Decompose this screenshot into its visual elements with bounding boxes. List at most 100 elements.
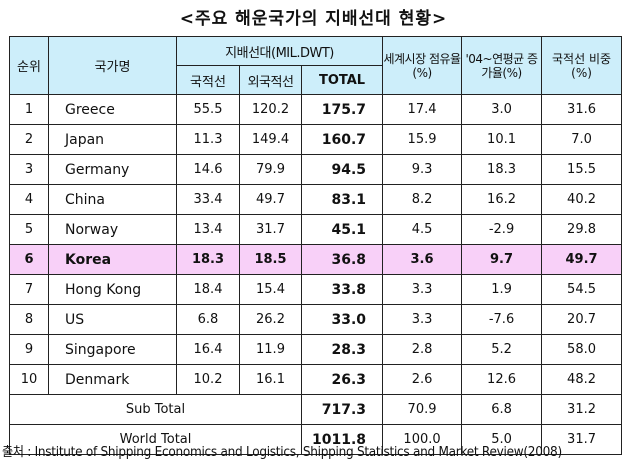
table-body: 1 Greece 55.5 120.2 175.7 17.4 3.0 31.6 2 Japan 11… (9, 94, 623, 395)
cell-total: 45.1 (300, 214, 384, 245)
sub-total-label: Sub Total (9, 394, 302, 425)
world-total-row: World Total 1011.8 100.0 5.0 31.7 (9, 424, 623, 455)
sub-total-ratio: 31.2 (541, 394, 623, 425)
sub-total-total: 717.3 (300, 394, 384, 425)
cell-rank: 5 (9, 214, 49, 245)
table-row: 6 Korea 18.3 18.5 36.8 3.6 9.7 49.7 (9, 244, 623, 275)
cell-growth: 3.0 (461, 94, 543, 125)
cell-country: Singapore (48, 334, 177, 365)
world-total-growth: 5.0 (461, 424, 543, 455)
cell-rank: 10 (9, 364, 49, 395)
cell-ratio: 40.2 (541, 184, 623, 215)
cell-rank: 6 (9, 244, 49, 275)
cell-rank: 4 (9, 184, 49, 215)
cell-ratio: 7.0 (541, 124, 623, 155)
cell-growth: 12.6 (461, 364, 543, 395)
cell-country: Greece (48, 94, 177, 125)
sub-total-row: Sub Total 717.3 70.9 6.8 31.2 (9, 394, 623, 425)
cell-share: 15.9 (382, 124, 463, 155)
cell-share: 17.4 (382, 94, 463, 125)
cell-domestic: 55.5 (176, 94, 240, 125)
cell-ratio: 15.5 (541, 154, 623, 185)
header-rank: 순위 (9, 36, 49, 95)
cell-country: China (48, 184, 177, 215)
cell-total: 83.1 (300, 184, 384, 215)
cell-total: 33.0 (300, 304, 384, 335)
cell-ratio: 54.5 (541, 274, 623, 305)
cell-country: Denmark (48, 364, 177, 395)
cell-total: 160.7 (300, 124, 384, 155)
cell-growth: 16.2 (461, 184, 543, 215)
cell-domestic: 6.8 (176, 304, 240, 335)
cell-foreign: 79.9 (239, 154, 302, 185)
cell-ratio: 29.8 (541, 214, 623, 245)
cell-domestic: 10.2 (176, 364, 240, 395)
table-row: 3 Germany 14.6 79.9 94.5 9.3 18.3 15.5 (9, 154, 623, 185)
table-row: 2 Japan 11.3 149.4 160.7 15.9 10.1 7.0 (9, 124, 623, 155)
world-total-share: 100.0 (382, 424, 463, 455)
cell-domestic: 33.4 (176, 184, 240, 215)
cell-growth: 10.1 (461, 124, 543, 155)
cell-share: 3.6 (382, 244, 463, 275)
cell-domestic: 13.4 (176, 214, 240, 245)
cell-share: 2.6 (382, 364, 463, 395)
table-row: 4 China 33.4 49.7 83.1 8.2 16.2 40.2 (9, 184, 623, 215)
cell-rank: 8 (9, 304, 49, 335)
cell-foreign: 18.5 (239, 244, 302, 275)
cell-country: Korea (48, 244, 177, 275)
table-row: 1 Greece 55.5 120.2 175.7 17.4 3.0 31.6 (9, 94, 623, 125)
cell-total: 26.3 (300, 364, 384, 395)
cell-ratio: 20.7 (541, 304, 623, 335)
cell-total: 94.5 (300, 154, 384, 185)
cell-rank: 1 (9, 94, 49, 125)
cell-rank: 9 (9, 334, 49, 365)
cell-domestic: 11.3 (176, 124, 240, 155)
cell-growth: 18.3 (461, 154, 543, 185)
header-total: TOTAL (300, 65, 384, 95)
cell-growth: 9.7 (461, 244, 543, 275)
cell-foreign: 26.2 (239, 304, 302, 335)
cell-country: Hong Kong (48, 274, 177, 305)
cell-country: Germany (48, 154, 177, 185)
cell-foreign: 15.4 (239, 274, 302, 305)
table-row: 9 Singapore 16.4 11.9 28.3 2.8 5.2 58.0 (9, 334, 623, 365)
cell-domestic: 18.4 (176, 274, 240, 305)
cell-ratio: 49.7 (541, 244, 623, 275)
cell-rank: 2 (9, 124, 49, 155)
fleet-table: 순위 국가명 지배선대(MIL.DWT) 세계시장 점유율(%) '04~연평균… (9, 36, 623, 455)
table-row: 5 Norway 13.4 31.7 45.1 4.5 -2.9 29.8 (9, 214, 623, 245)
table-row: 10 Denmark 10.2 16.1 26.3 2.6 12.6 48.2 (9, 364, 623, 395)
cell-total: 33.8 (300, 274, 384, 305)
cell-share: 8.2 (382, 184, 463, 215)
cell-growth: 5.2 (461, 334, 543, 365)
cell-rank: 3 (9, 154, 49, 185)
cell-share: 4.5 (382, 214, 463, 245)
cell-foreign: 31.7 (239, 214, 302, 245)
header-growth: '04~연평균 증가율(%) (461, 36, 543, 95)
cell-country: Japan (48, 124, 177, 155)
cell-share: 9.3 (382, 154, 463, 185)
cell-ratio: 48.2 (541, 364, 623, 395)
cell-foreign: 149.4 (239, 124, 302, 155)
cell-total: 36.8 (300, 244, 384, 275)
cell-share: 2.8 (382, 334, 463, 365)
cell-total: 175.7 (300, 94, 384, 125)
cell-country: US (48, 304, 177, 335)
cell-total: 28.3 (300, 334, 384, 365)
header-domestic: 국적선 (176, 65, 240, 95)
cell-foreign: 49.7 (239, 184, 302, 215)
cell-growth: 1.9 (461, 274, 543, 305)
cell-ratio: 58.0 (541, 334, 623, 365)
sub-total-growth: 6.8 (461, 394, 543, 425)
cell-domestic: 18.3 (176, 244, 240, 275)
world-total-total: 1011.8 (300, 424, 384, 455)
cell-domestic: 16.4 (176, 334, 240, 365)
table-row: 7 Hong Kong 18.4 15.4 33.8 3.3 1.9 54.5 (9, 274, 623, 305)
cell-foreign: 16.1 (239, 364, 302, 395)
header-fleet-group: 지배선대(MIL.DWT) (175, 36, 384, 66)
world-total-label: World Total (9, 424, 302, 455)
world-total-ratio: 31.7 (541, 424, 623, 455)
page-title: <주요 해운국가의 지배선대 현황> (179, 9, 448, 29)
cell-growth: -7.6 (461, 304, 543, 335)
cell-country: Norway (48, 214, 177, 245)
